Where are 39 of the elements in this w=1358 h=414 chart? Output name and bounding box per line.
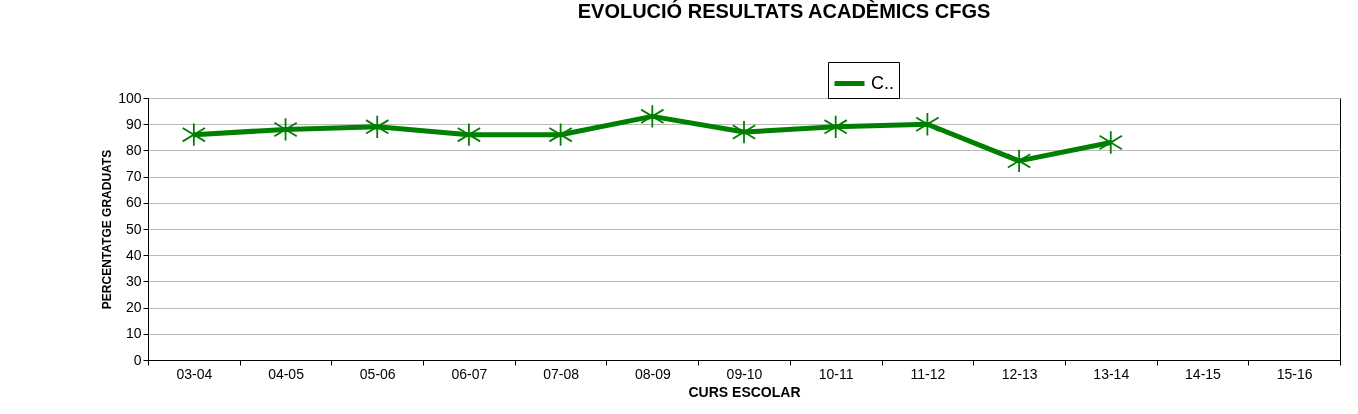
x-tick-label: 12-13 [1001, 365, 1038, 382]
legend-label: C.. [871, 72, 895, 93]
y-tick-label: 80 [125, 141, 142, 158]
y-tick-label: 20 [125, 299, 142, 316]
x-axis-title: CURS ESCOLAR [688, 383, 801, 400]
x-tick-label: 09-10 [726, 365, 763, 382]
x-tick-label: 04-05 [268, 365, 305, 382]
x-tick-label: 03-04 [176, 365, 213, 382]
x-tick-label: 08-09 [634, 365, 671, 382]
x-tick-label: 10-11 [818, 365, 854, 382]
x-tick-label: 11-12 [910, 365, 946, 382]
y-tick-label: 30 [125, 272, 142, 289]
y-tick-label: 60 [125, 194, 142, 211]
point [365, 114, 390, 139]
y-tick-label: 50 [125, 220, 142, 237]
point [181, 122, 206, 147]
y-axis-title: PERCENTATGE GRADUATS [100, 149, 115, 310]
point [273, 117, 298, 142]
y-tick-label: 100 [118, 89, 142, 106]
point [823, 114, 848, 139]
y-tick-label: 10 [125, 325, 142, 342]
point [1007, 148, 1032, 173]
point [1098, 130, 1123, 155]
y-tick-label: 40 [125, 246, 142, 263]
point [640, 104, 665, 129]
point [548, 122, 573, 147]
point [915, 112, 940, 137]
y-tick-label: 0 [133, 351, 142, 368]
y-tick-label: 90 [125, 115, 142, 132]
x-tick-label: 07-08 [543, 365, 580, 382]
x-tick-label: 13-14 [1093, 365, 1130, 382]
y-tick-label: 70 [125, 168, 142, 185]
x-tick-label: 15-16 [1276, 365, 1313, 382]
x-tick-label: 14-15 [1185, 365, 1222, 382]
point [731, 119, 757, 145]
chart-title: EVOLUCIÓ RESULTATS ACADÈMICS CFGS [577, 0, 991, 22]
point [456, 122, 481, 147]
x-tick-label: 06-07 [451, 365, 488, 382]
x-tick-label: 05-06 [359, 365, 396, 382]
